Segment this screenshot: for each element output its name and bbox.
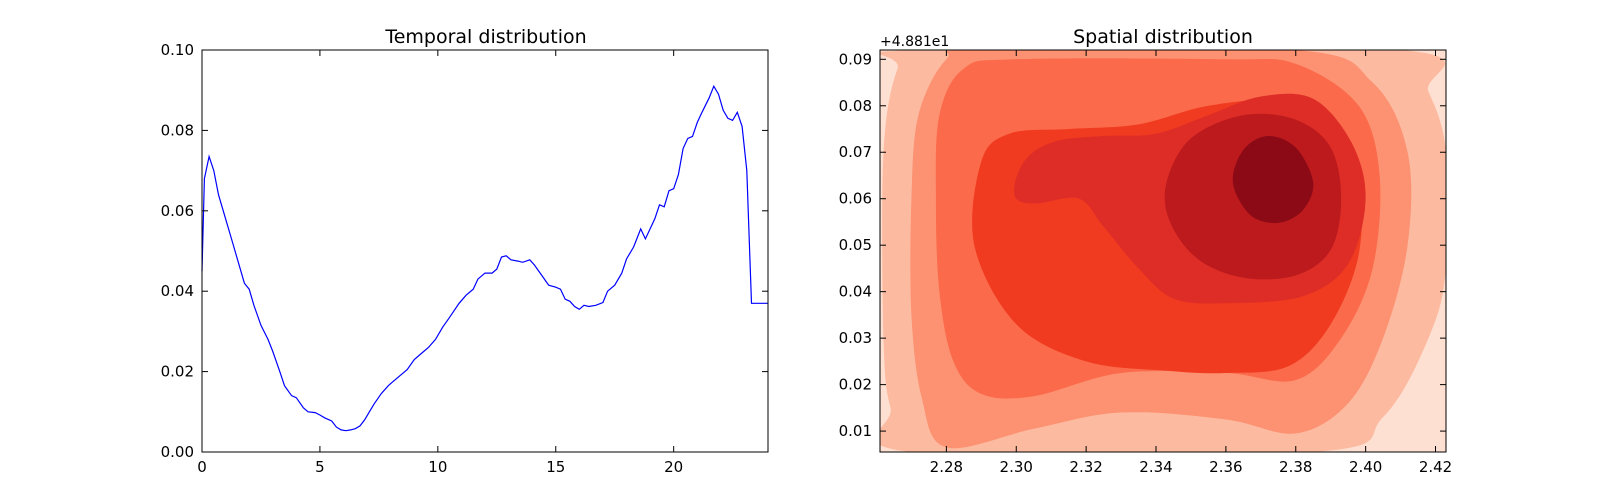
spatial-y-tick-label: 0.07	[839, 143, 872, 161]
temporal-x-tick-label: 5	[315, 458, 325, 476]
temporal-x-tick-label: 20	[664, 458, 683, 476]
spatial-y-tick-label: 0.08	[839, 97, 872, 115]
spatial-contour-fills	[880, 50, 1446, 452]
temporal-y-tick-label: 0.04	[161, 282, 194, 300]
spatial-y-tick-label: 0.02	[839, 376, 872, 394]
spatial-x-tick-label: 2.42	[1419, 458, 1452, 476]
spatial-ticks: 2.28 2.30 2.32 2.34 2.36 2.38 2.40 2.42 0.01 0.02…	[839, 50, 1452, 476]
spatial-axes-frame	[879, 49, 1447, 453]
temporal-x-tick-label: 10	[428, 458, 447, 476]
spatial-x-tick-label: 2.40	[1349, 458, 1382, 476]
temporal-axes-frame	[201, 49, 769, 453]
spatial-x-tick-label: 2.32	[1069, 458, 1102, 476]
temporal-plot: Temporal distribution 0 5 10 15 20 0.00 0.02 0.…	[161, 26, 769, 476]
spatial-y-tick-label: 0.04	[839, 283, 872, 301]
spatial-plot: Spatial distribution +4.881e1 2.28 2.30 2.…	[839, 26, 1453, 476]
temporal-series-line	[201, 84, 768, 432]
spatial-y-tick-label: 0.09	[839, 50, 872, 68]
spatial-x-tick-label: 2.38	[1279, 458, 1312, 476]
temporal-y-tick-label: 0.00	[161, 443, 194, 461]
temporal-plot-area	[202, 50, 768, 452]
temporal-y-tick-label: 0.06	[161, 202, 194, 220]
spatial-x-tick-label: 2.34	[1139, 458, 1172, 476]
spatial-y-offset-label: +4.881e1	[880, 34, 949, 50]
temporal-x-tick-label: 15	[546, 458, 565, 476]
temporal-y-tick-label: 0.10	[161, 41, 194, 59]
temporal-y-tick-label: 0.08	[161, 121, 194, 139]
contour-level-7	[1232, 135, 1314, 224]
spatial-y-tick-label: 0.03	[839, 329, 872, 347]
spatial-title: Spatial distribution	[1073, 26, 1253, 48]
spatial-x-tick-label: 2.30	[1000, 458, 1033, 476]
temporal-y-tick-label: 0.02	[161, 363, 194, 381]
temporal-title: Temporal distribution	[384, 26, 586, 48]
spatial-x-tick-label: 2.28	[930, 458, 963, 476]
spatial-y-tick-label: 0.05	[839, 236, 872, 254]
spatial-y-tick-label: 0.06	[839, 190, 872, 208]
temporal-x-tick-label: 0	[197, 458, 207, 476]
spatial-x-tick-label: 2.36	[1209, 458, 1242, 476]
temporal-ticks: 0 5 10 15 20 0.00 0.02 0.04 0.06 0.08 0.10	[161, 41, 768, 476]
spatial-y-tick-label: 0.01	[839, 422, 872, 440]
